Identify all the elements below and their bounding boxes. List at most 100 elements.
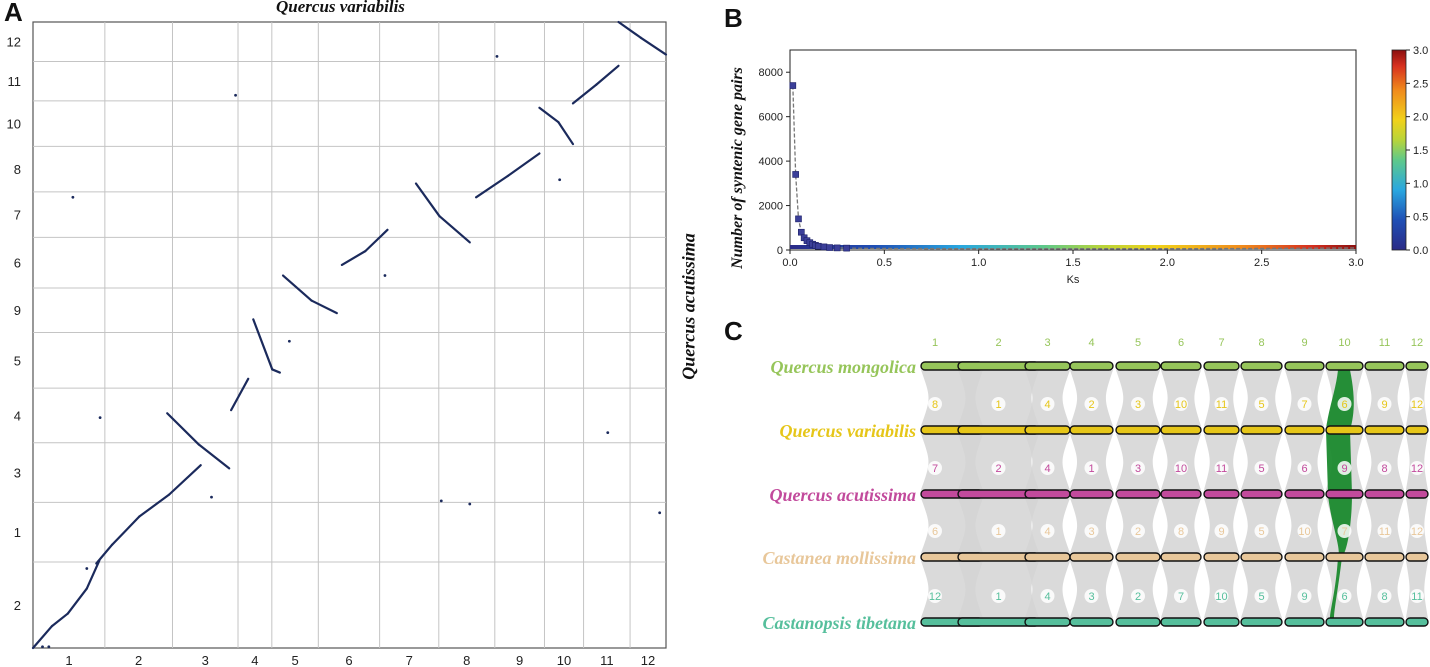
- chromosome-label: 3: [1135, 463, 1141, 475]
- chromosome-label: 12: [1411, 526, 1423, 538]
- synteny-segment: [66, 587, 88, 615]
- chromosome-bar: [1325, 489, 1364, 499]
- chromosome-bar: [1024, 425, 1071, 435]
- y-tick-label: 7: [14, 208, 21, 223]
- chromosome-label-bg: [1214, 461, 1229, 475]
- synteny-segment: [50, 612, 69, 628]
- chromosome-label: 4: [1044, 463, 1050, 475]
- species-label: Quercus variabilis: [779, 421, 916, 441]
- chromosome-bar: [1024, 552, 1071, 562]
- chromosome-label: 2: [1135, 591, 1141, 603]
- x-tick-label: 10: [557, 653, 571, 667]
- x-tick-label: 2: [135, 653, 142, 667]
- chromosome-bar: [1203, 425, 1240, 435]
- series-point: [789, 82, 797, 89]
- chromosome-label-bg: [991, 461, 1006, 475]
- chromosome-label-bg: [1040, 524, 1055, 538]
- chromosome-label-bg: [1254, 524, 1269, 538]
- chromosome-bar: [1240, 617, 1283, 627]
- y-tick-label: 3: [14, 466, 21, 481]
- synteny-segment: [538, 106, 560, 124]
- chromosome-bar: [1364, 361, 1405, 371]
- y-tick-label: 0: [777, 245, 783, 257]
- series-point: [826, 244, 833, 251]
- y-tick-label: 6: [14, 256, 21, 271]
- chromosome-label: 3: [1044, 337, 1050, 349]
- chromosome-label: 8: [932, 399, 938, 411]
- synteny-segment: [639, 36, 668, 56]
- synteny-segment: [340, 250, 367, 266]
- chromosome-bar: [1160, 552, 1202, 562]
- panel-c-label: C: [724, 316, 743, 346]
- chromosome-bar: [1160, 361, 1202, 371]
- species-label: Castanopsis tibetana: [762, 613, 916, 633]
- y-tick-label: 4: [14, 408, 21, 423]
- chromosome-label-bg: [1084, 589, 1099, 603]
- x-tick-label: 11: [600, 653, 614, 667]
- chromosome-label-bg: [1337, 461, 1352, 475]
- x-tick-label: 5: [291, 653, 298, 667]
- chromosome-label: 5: [1135, 337, 1141, 349]
- chromosome-label: 2: [995, 337, 1001, 349]
- chromosome-label: 10: [1175, 463, 1187, 475]
- chromosome-label-bg: [1410, 524, 1424, 538]
- chromosome-label: 7: [1178, 591, 1184, 603]
- y-tick-label: 8000: [759, 67, 783, 79]
- chromosome-label: 3: [1088, 591, 1094, 603]
- chromosome-label-bg: [991, 589, 1006, 603]
- chromosome-label: 11: [1216, 399, 1227, 411]
- chromosome-label-bg: [1084, 397, 1099, 411]
- chromosome-label: 5: [1258, 463, 1264, 475]
- chromosome-label: 9: [1301, 337, 1307, 349]
- synteny-segment: [271, 368, 281, 374]
- chromosome-bar: [1325, 617, 1364, 627]
- y-tick-label: 1: [14, 525, 21, 540]
- synteny-dot: [85, 567, 89, 570]
- chromosome-label-bg: [1297, 461, 1312, 475]
- chromosome-label-bg: [1040, 397, 1055, 411]
- chromosome-label-bg: [1131, 589, 1145, 603]
- x-tick-label: 1: [65, 653, 72, 667]
- series-point: [820, 243, 828, 251]
- x-tick-label: 2.5: [1254, 257, 1269, 269]
- chromosome-bar: [1024, 361, 1071, 371]
- chromosome-bar: [1024, 617, 1071, 627]
- colorbar-tick-label: 2.5: [1413, 78, 1428, 90]
- x-tick-label: 0.0: [782, 257, 797, 269]
- chromosome-label: 12: [1411, 399, 1423, 411]
- chromosome-label-bg: [1131, 461, 1145, 475]
- chromosome-label: 7: [1218, 337, 1224, 349]
- series-point: [798, 228, 805, 236]
- plot-frame: [789, 49, 1357, 251]
- chromosome-label: 3: [1088, 526, 1094, 538]
- x-tick-label: 6: [345, 653, 352, 667]
- chromosome-label: 1: [995, 399, 1001, 411]
- colorbar-tick-label: 1.5: [1413, 145, 1428, 157]
- chromosome-label: 6: [1341, 399, 1347, 411]
- ks-color-band: [790, 245, 1356, 249]
- chromosome-label-bg: [1174, 461, 1188, 475]
- synteny-dot: [71, 195, 75, 199]
- species-label: Quercus acutissima: [769, 485, 916, 505]
- chromosome-bar: [1069, 361, 1114, 371]
- chromosome-bar: [1024, 489, 1071, 499]
- species-label: Quercus mongolica: [770, 357, 916, 377]
- chromosome-label-bg: [1040, 589, 1055, 603]
- chromosome-label-bg: [1410, 589, 1424, 603]
- chromosome-label-bg: [1084, 461, 1099, 475]
- chromosome-bar: [1115, 489, 1161, 499]
- chromosome-label-bg: [1174, 524, 1188, 538]
- x-tick-label: 3.0: [1348, 257, 1363, 269]
- synteny-segment: [138, 493, 171, 518]
- chromosome-label-bg: [1410, 461, 1424, 475]
- colorbar-tick-label: 0.0: [1413, 245, 1428, 257]
- x-tick-label: 1.0: [971, 257, 986, 269]
- chromosome-label: 11: [1216, 463, 1227, 475]
- x-axis-label: Ks: [1067, 274, 1080, 286]
- chromosome-label-bg: [1410, 397, 1424, 411]
- synteny-segment: [364, 228, 389, 253]
- chromosome-label-bg: [991, 524, 1006, 538]
- chromosome-bar: [1115, 552, 1161, 562]
- chromosome-label: 3: [1135, 399, 1141, 411]
